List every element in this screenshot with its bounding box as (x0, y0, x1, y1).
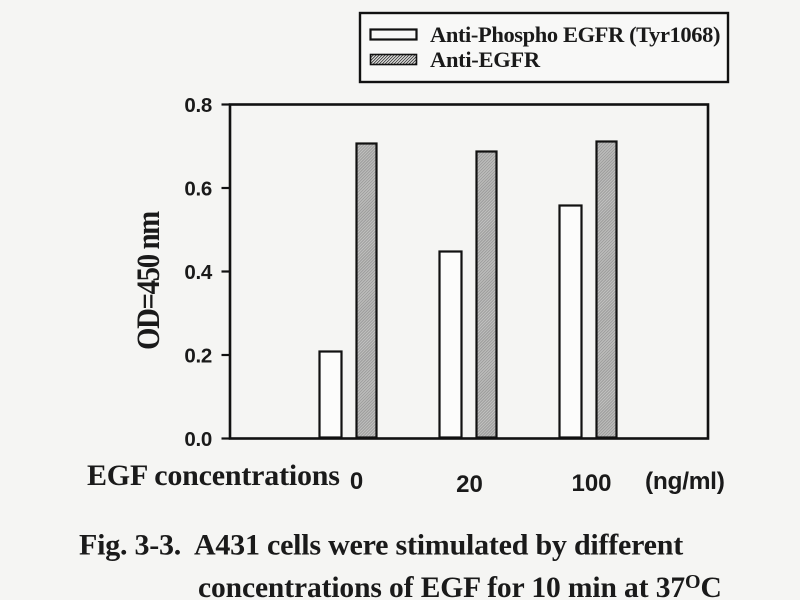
svg-text:concentrations of EGF for 10 m: concentrations of EGF for 10 min at 37OC (198, 571, 722, 600)
svg-text:0.2: 0.2 (184, 345, 212, 368)
svg-text:(ng/ml): (ng/ml) (645, 468, 725, 495)
svg-text:EGF concentrations: EGF concentrations (87, 459, 340, 492)
svg-text:0.4: 0.4 (184, 261, 212, 284)
svg-text:OD=450 nm: OD=450 nm (129, 211, 166, 350)
svg-text:Fig. 3-3. A431 cells were sti: Fig. 3-3. A431 cells were stimulated by … (79, 529, 683, 562)
svg-text:Anti-EGFR: Anti-EGFR (430, 47, 541, 72)
svg-text:0.6: 0.6 (184, 178, 212, 201)
svg-text:20: 20 (456, 471, 483, 498)
svg-text:0: 0 (350, 468, 363, 495)
svg-text:0.0: 0.0 (184, 428, 212, 451)
svg-text:0.8: 0.8 (184, 94, 212, 117)
svg-text:Anti-Phospho EGFR (Tyr1068): Anti-Phospho EGFR (Tyr1068) (430, 22, 720, 47)
svg-text:100: 100 (571, 470, 611, 497)
